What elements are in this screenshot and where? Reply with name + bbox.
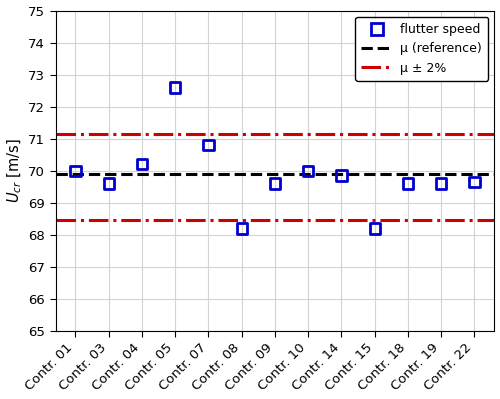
Point xyxy=(470,179,478,185)
Point xyxy=(271,180,279,187)
Point xyxy=(171,84,179,91)
Point xyxy=(437,180,445,187)
Point xyxy=(104,180,112,187)
Point xyxy=(304,168,312,174)
Point xyxy=(138,161,146,168)
Point xyxy=(338,172,345,179)
Point xyxy=(238,225,246,231)
Point xyxy=(404,180,412,187)
Y-axis label: $U_{cr}$ [m/s]: $U_{cr}$ [m/s] xyxy=(6,138,24,203)
Point xyxy=(72,168,80,174)
Legend: flutter speed, μ (reference), μ ± 2%: flutter speed, μ (reference), μ ± 2% xyxy=(355,17,488,81)
Point xyxy=(204,142,212,148)
Point xyxy=(370,225,378,231)
